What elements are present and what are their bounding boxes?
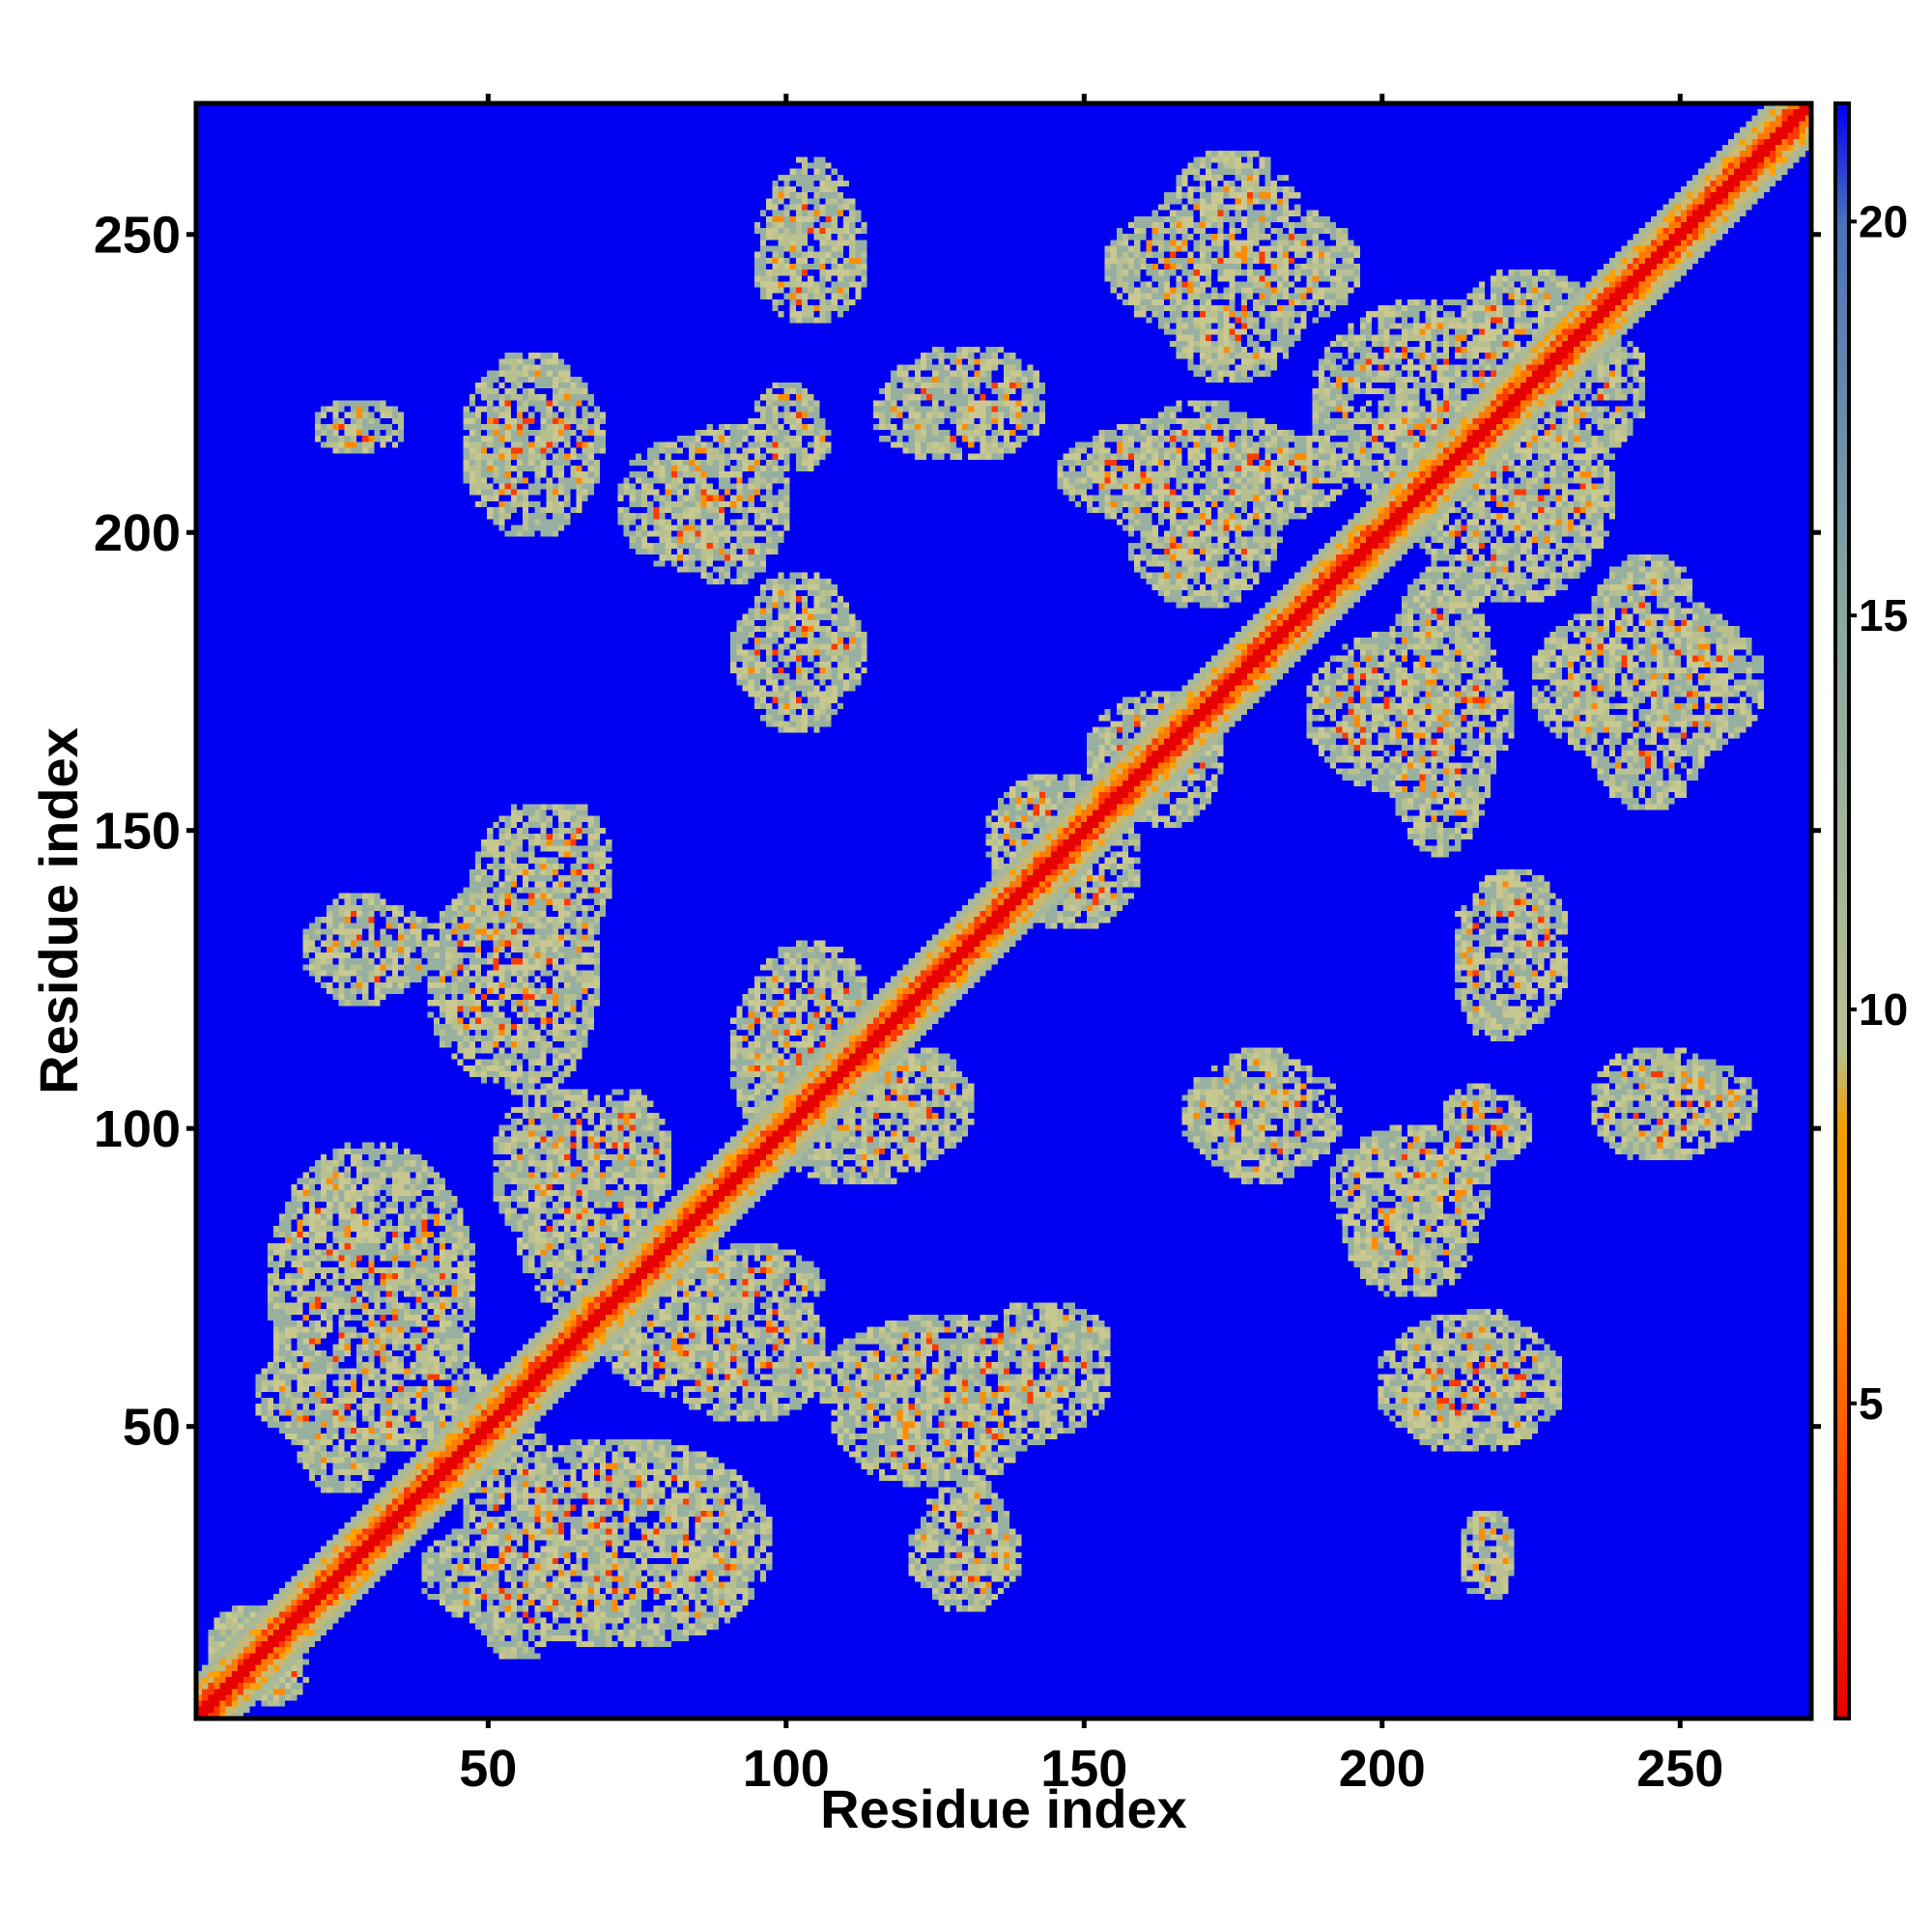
x-tick-label: 50 bbox=[459, 1740, 517, 1798]
y-tick-label: 150 bbox=[94, 803, 181, 861]
x-tick-label: 200 bbox=[1339, 1740, 1426, 1798]
y-tick-label: 50 bbox=[123, 1399, 181, 1457]
plot-frame bbox=[193, 100, 1814, 1721]
x-axis-title: Residue index bbox=[820, 1778, 1187, 1839]
y-tick-label: 250 bbox=[94, 207, 181, 265]
y-tick-label: 100 bbox=[94, 1100, 181, 1158]
y-tick-label: 200 bbox=[94, 504, 181, 562]
x-tick-label: 250 bbox=[1636, 1740, 1723, 1798]
colorbar-tick-label: 20 bbox=[1859, 196, 1908, 246]
colorbar-gradient bbox=[1833, 101, 1851, 1720]
x-tick-label: 150 bbox=[1040, 1740, 1127, 1798]
y-axis-title: Residue index bbox=[28, 727, 89, 1094]
colorbar-tick-label: 15 bbox=[1859, 590, 1908, 640]
heatmap-image bbox=[196, 103, 1811, 1719]
colorbar-tick-label: 5 bbox=[1859, 1378, 1884, 1429]
colorbar-tick-label: 10 bbox=[1859, 984, 1908, 1035]
heatmap-cells bbox=[196, 103, 1811, 1719]
x-tick-label: 100 bbox=[743, 1740, 830, 1798]
colorbar: 5 10 15 20 bbox=[1833, 101, 1908, 1720]
axes: 50 100 150 200 250 50 100 150 200 250 bbox=[94, 94, 1821, 1798]
